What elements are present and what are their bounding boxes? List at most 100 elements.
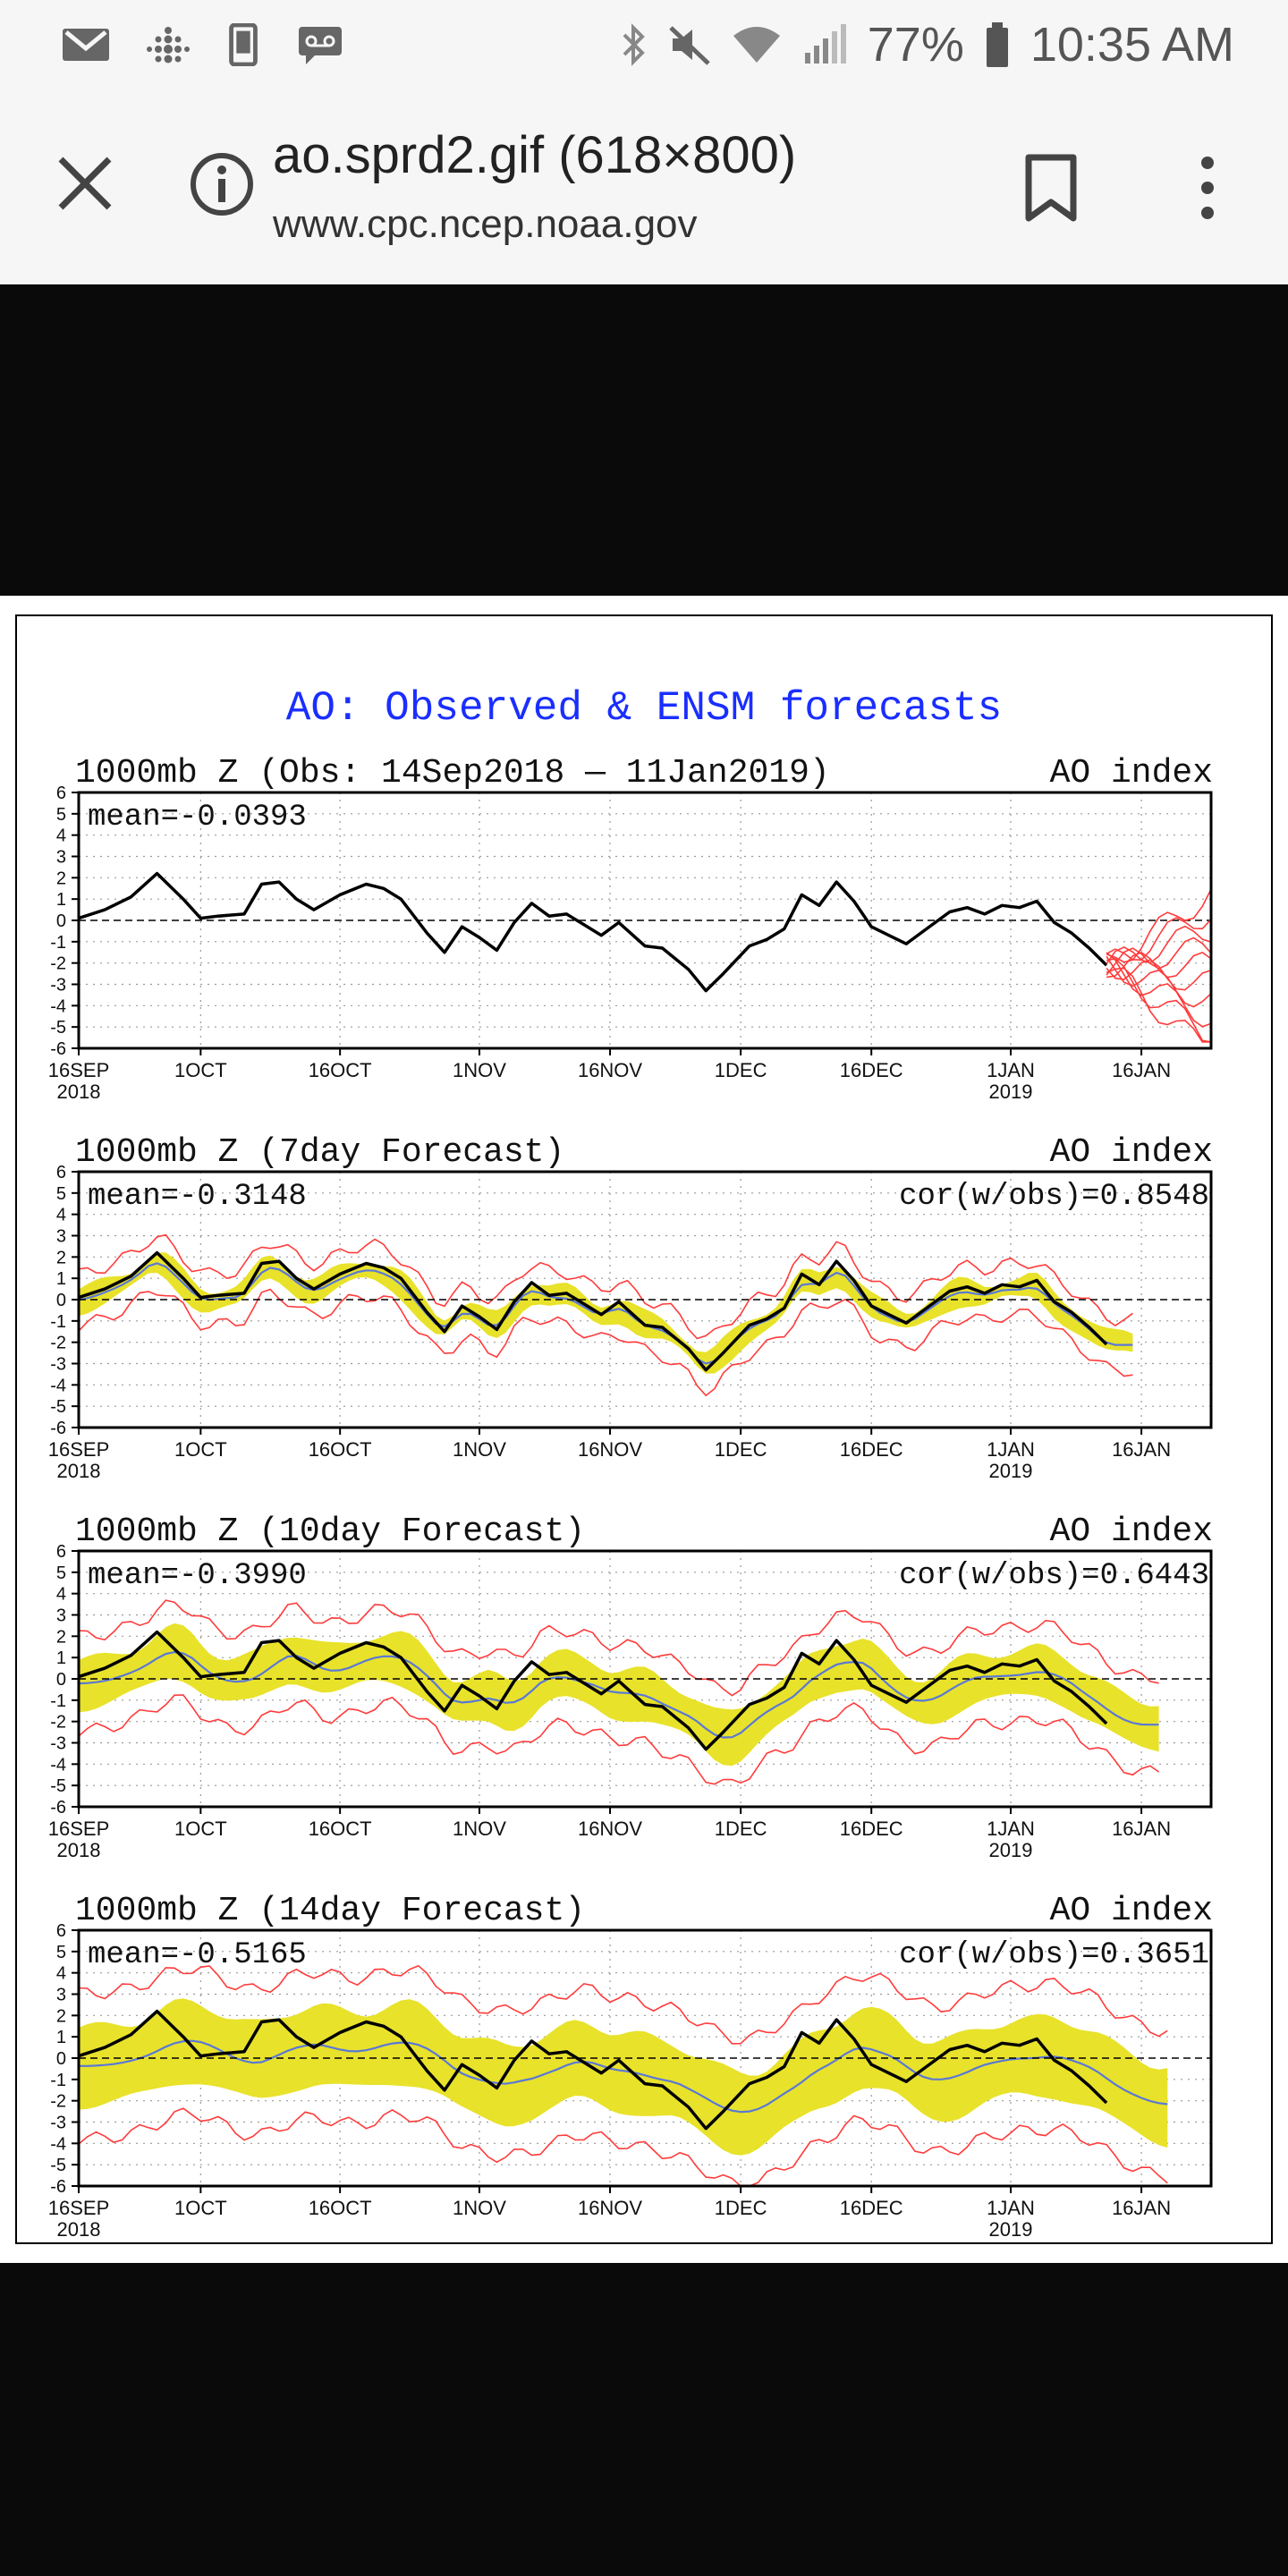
y-tick-label: -6 [50,1039,66,1059]
close-icon[interactable] [54,152,116,215]
more-menu-icon[interactable] [1190,152,1225,224]
x-tick-label: 16DEC [840,2197,903,2219]
x-tick-year: 2018 [57,1080,101,1103]
y-tick-label: 4 [56,1964,66,1984]
y-tick-label: 5 [56,805,66,825]
forecast-member [1106,967,1211,1043]
clock: 10:35 AM [1030,18,1234,72]
x-tick-label: 16NOV [578,1438,642,1461]
fitbit-icon [147,27,190,64]
y-tick-label: 3 [56,1986,66,2005]
x-tick-label: 1OCT [174,2197,227,2219]
ao-forecast-chart: AO: Observed & ENSM forecasts 1000mb Z (… [15,614,1273,2244]
x-tick-label: 16OCT [309,1438,372,1461]
cor-label: cor(w/obs)=0.3651 [899,1938,1209,1972]
y-tick-label: 1 [56,1269,66,1289]
main-title: AO: Observed & ENSM forecasts [286,685,1003,732]
y-tick-label: 6 [56,1542,66,1562]
y-tick-label: 5 [56,1563,66,1583]
page-title: ao.sprd2.gif (618×800) [273,126,797,184]
x-tick-label: 16JAN [1112,1818,1171,1840]
y-tick-label: -6 [50,1419,66,1438]
phone-frame-icon [229,23,258,66]
y-tick-label: 2 [56,1627,66,1647]
ensemble-mean-line [79,2039,1168,2114]
x-tick-label: 1OCT [174,1438,227,1461]
x-tick-year: 2018 [57,2218,101,2241]
y-tick-label: -5 [50,2156,66,2175]
x-tick-label: 1DEC [715,1059,767,1081]
y-tick-label: -1 [50,1691,66,1711]
bluetooth-icon [623,23,645,66]
y-tick-label: -3 [50,976,66,996]
panel-index-label: AO index [1050,1513,1213,1551]
x-tick-year: 2019 [989,1460,1033,1482]
y-tick-label: -4 [50,2134,66,2154]
y-tick-label: -5 [50,1776,66,1796]
x-tick-label: 1DEC [715,1438,767,1461]
y-tick-label: -4 [50,1755,66,1775]
y-tick-label: -4 [50,1376,66,1395]
cor-label: cor(w/obs)=0.6443 [899,1559,1209,1593]
member-envelope-upper [78,1599,1159,1697]
y-tick-label: -3 [50,2114,66,2133]
observed-line [78,2009,1108,2131]
observed-line [78,1630,1108,1751]
x-tick-year: 2019 [989,2218,1033,2241]
y-tick-label: 2 [56,869,66,888]
image-viewer: AO: Observed & ENSM forecasts 1000mb Z (… [0,596,1288,2263]
x-tick-label: 16NOV [578,2197,642,2219]
x-tick-label: 16SEP [48,1818,110,1840]
mean-label: mean=-0.3990 [88,1559,307,1593]
forecast-member [1106,936,1212,976]
x-tick-label: 16NOV [578,1059,642,1081]
y-tick-label: -2 [50,954,66,974]
y-tick-label: 6 [56,1921,66,1941]
y-tick-label: 4 [56,1585,66,1605]
x-tick-year: 2018 [57,1839,101,1861]
x-tick-label: 1JAN [987,1059,1035,1081]
battery-icon [986,22,1008,67]
x-tick-label: 1JAN [987,2197,1035,2219]
y-tick-label: 0 [56,1670,66,1690]
status-right: 77% 10:35 AM [621,0,1234,89]
info-icon[interactable] [188,150,256,218]
panel-header: 1000mb Z (10day Forecast) [75,1513,585,1551]
y-tick-label: 5 [56,1943,66,1962]
x-tick-year: 2019 [989,1080,1033,1103]
x-tick-label: 16JAN [1112,2197,1171,2219]
y-tick-label: 0 [56,1291,66,1310]
y-tick-label: 3 [56,1606,66,1626]
y-tick-label: -6 [50,1798,66,1818]
x-tick-label: 1NOV [453,1059,506,1081]
panel-3: 1000mb Z (10day Forecast) AO index 6543210… [48,1513,1213,1861]
x-tick-label: 1OCT [174,1059,227,1081]
y-tick-label: -2 [50,1334,66,1353]
y-tick-label: 5 [56,1184,66,1204]
status-bar: 77% 10:35 AM [0,0,1288,89]
member-envelope-lower [78,1288,1133,1397]
y-tick-label: -6 [50,2177,66,2197]
y-tick-label: 6 [56,784,66,803]
forecast-member [1106,955,1212,1008]
y-tick-label: -3 [50,1734,66,1754]
x-tick-label: 16OCT [309,1818,372,1840]
x-tick-label: 16SEP [48,1059,110,1081]
y-tick-label: 6 [56,1163,66,1182]
forecast-member [1106,959,1212,991]
mean-label: mean=-0.3148 [88,1180,307,1214]
forecast-member [1106,951,1212,979]
x-tick-label: 1NOV [453,1818,506,1840]
x-tick-label: 1JAN [987,1818,1035,1840]
image-border [15,614,1273,2244]
y-tick-label: 1 [56,1648,66,1668]
signal-icon [804,24,846,64]
member-envelope-upper [78,1964,1168,2045]
forecast-member [1106,952,1212,1028]
x-tick-label: 16JAN [1112,1059,1171,1081]
bookmark-icon[interactable] [1020,152,1082,224]
page-url[interactable]: www.cpc.ncep.noaa.gov [273,202,698,246]
y-tick-label: 3 [56,848,66,868]
x-tick-label: 1NOV [453,2197,506,2219]
y-tick-label: 2 [56,2006,66,2026]
